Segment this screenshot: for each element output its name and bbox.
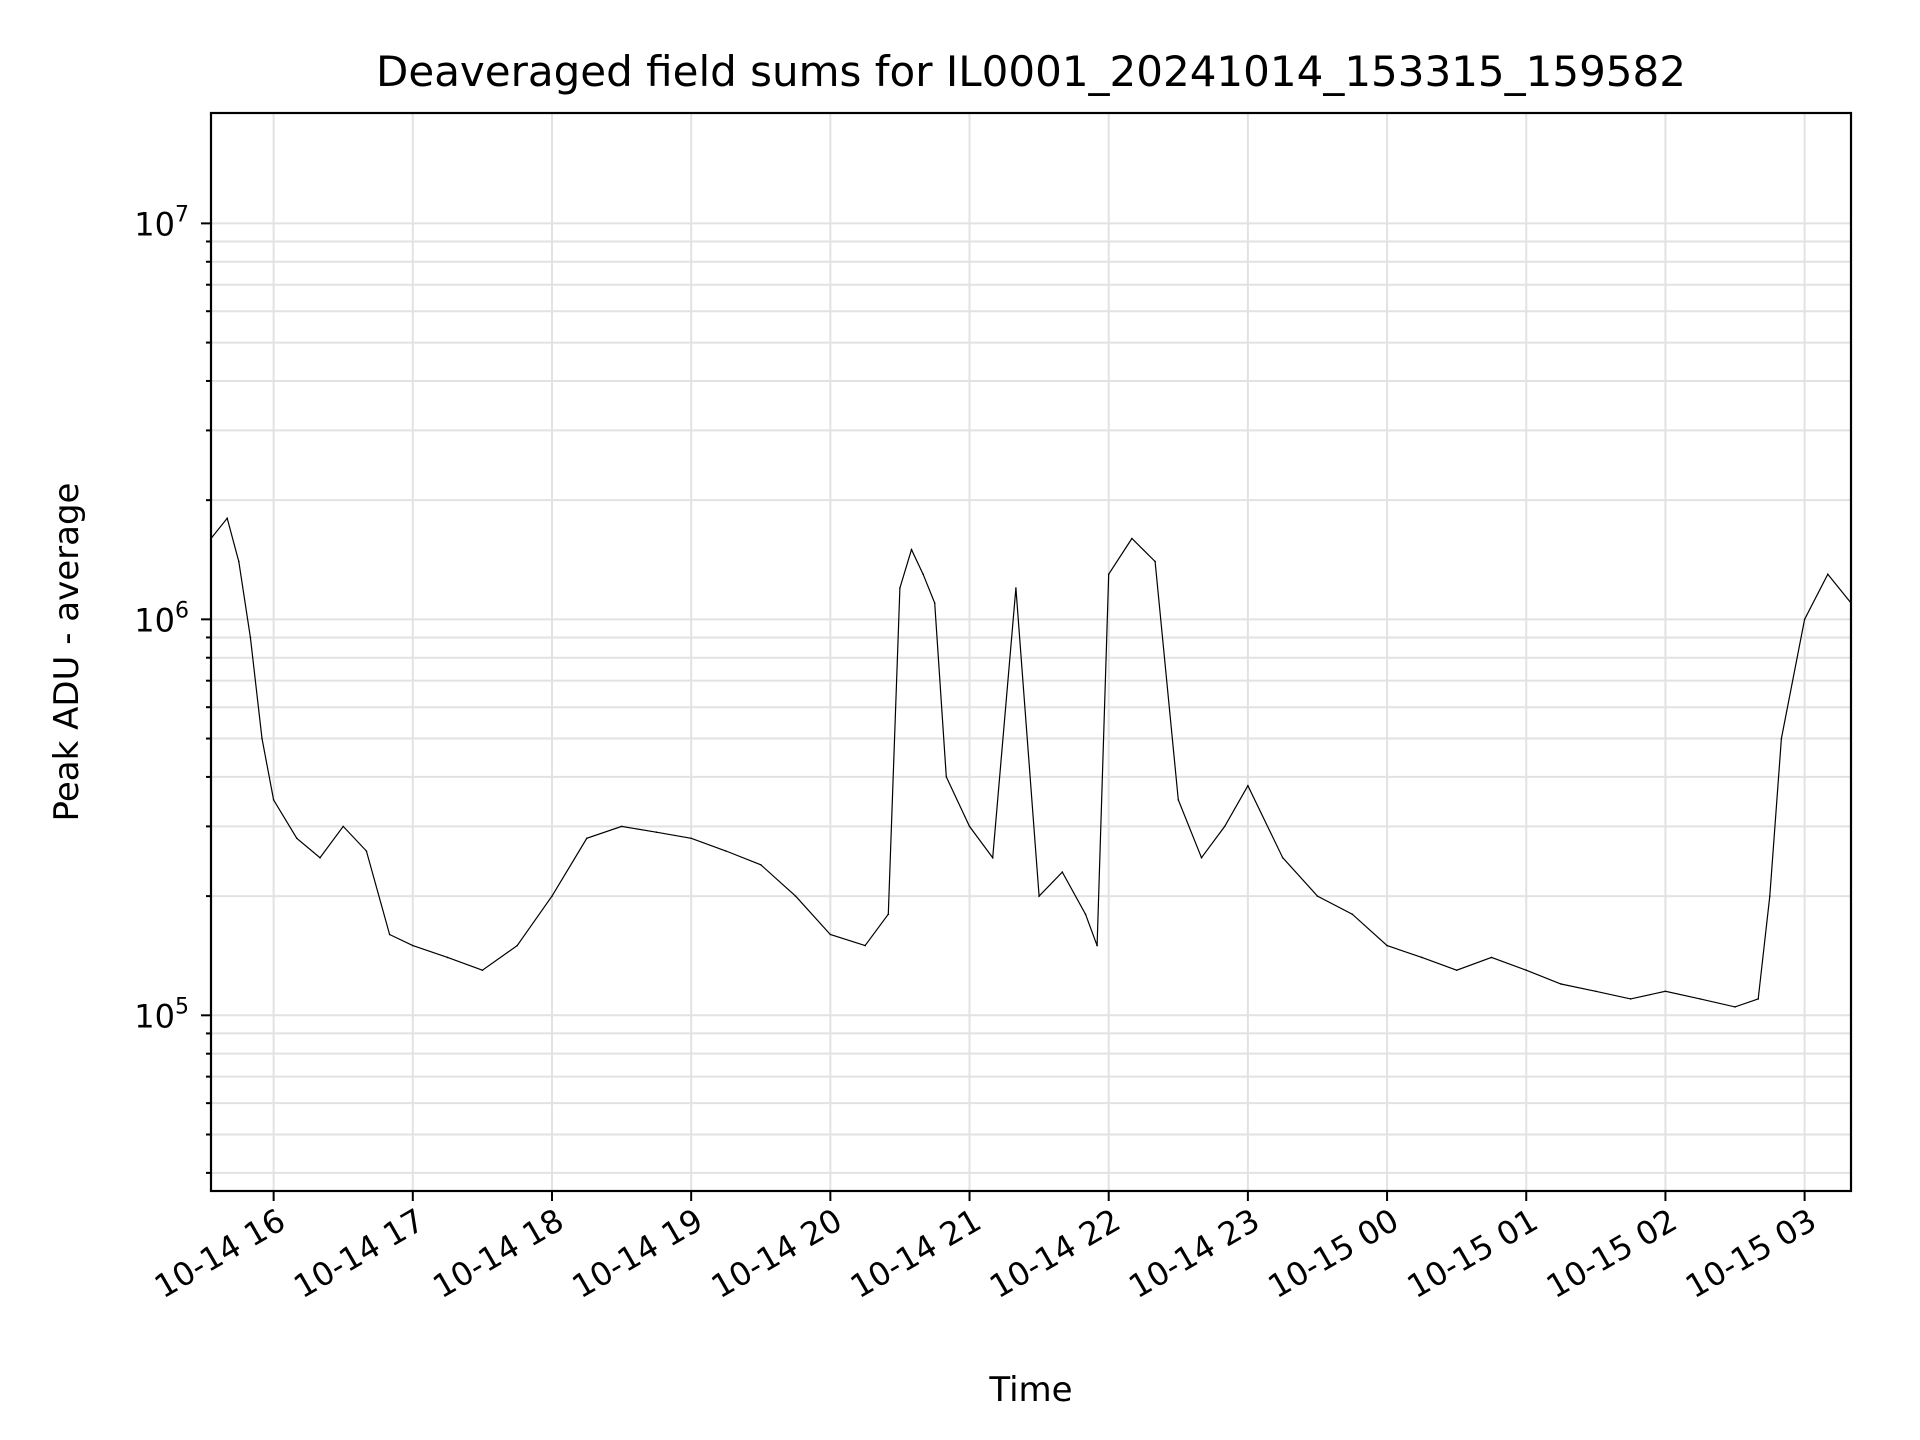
x-tick-label: 10-14 22: [983, 1201, 1127, 1306]
data-point: [829, 933, 832, 936]
x-axis-title: Time: [988, 1370, 1072, 1410]
x-tick-label: 10-14 18: [426, 1201, 570, 1306]
data-point: [1200, 856, 1203, 859]
data-point: [968, 825, 971, 828]
data-point: [319, 856, 321, 859]
data-point: [690, 837, 692, 840]
x-tick-label: 10-15 03: [1679, 1201, 1823, 1306]
data-point: [1131, 537, 1133, 540]
data-point: [1560, 983, 1562, 985]
data-point: [1734, 1006, 1736, 1008]
data-point: [1490, 956, 1493, 959]
data-point: [412, 944, 414, 947]
data-point: [1386, 944, 1388, 947]
data-point: [1757, 998, 1760, 1000]
data-point: [481, 969, 484, 971]
data-point: [899, 587, 901, 589]
y-tick-exponent: 6: [175, 598, 189, 623]
y-tick-exponent: 5: [175, 994, 189, 1019]
data-point: [1664, 990, 1667, 993]
x-tick-label: 10-14 21: [844, 1201, 988, 1306]
data-point: [1061, 871, 1064, 873]
data-point: [1154, 560, 1156, 563]
data-point: [922, 573, 924, 576]
y-tick-base: 10: [134, 997, 175, 1035]
data-point: [725, 850, 727, 852]
data-point: [551, 895, 553, 897]
data-point: [1038, 895, 1040, 897]
data-point: [261, 737, 263, 740]
data-point: [1595, 990, 1597, 993]
x-tick-label: 10-15 00: [1261, 1201, 1405, 1306]
plot-frame: [209, 111, 1853, 1193]
x-tick-label: 10-14 17: [287, 1201, 431, 1306]
x-tick-label: 10-14 16: [148, 1201, 292, 1306]
y-tick-label: 107: [134, 202, 189, 243]
data-point: [249, 636, 252, 639]
data-point: [1525, 969, 1528, 971]
data-point: [1827, 573, 1829, 576]
data-point: [864, 944, 866, 947]
data-point: [296, 837, 298, 840]
x-tick-label: 10-14 19: [566, 1201, 710, 1306]
data-point: [620, 825, 623, 828]
data-point: [388, 933, 391, 936]
chart-title: Deaveraged field sums for IL0001_2024101…: [376, 47, 1686, 96]
data-point: [1351, 913, 1354, 916]
series-line: [210, 517, 1852, 1008]
data-point: [1803, 618, 1806, 621]
data-point: [794, 895, 797, 897]
data-point: [272, 799, 275, 801]
x-tick-label: 10-14 20: [705, 1201, 849, 1306]
data-point: [759, 863, 762, 866]
data-point: [585, 837, 588, 840]
x-tick-label: 10-14 23: [1122, 1201, 1266, 1306]
x-tick-label: 10-15 02: [1540, 1201, 1684, 1306]
y-tick-exponent: 7: [175, 202, 189, 227]
data-point: [910, 548, 913, 551]
data-point: [1455, 969, 1458, 971]
data-point: [945, 776, 948, 778]
data-point: [1780, 737, 1783, 740]
data-point: [1084, 913, 1087, 916]
data-point: [655, 831, 658, 834]
y-tick-base: 10: [134, 205, 175, 243]
y-axis-title: Peak ADU - average: [47, 483, 87, 822]
data-point: [1247, 784, 1249, 787]
data-point: [933, 602, 936, 604]
x-tick-label: 10-15 01: [1401, 1201, 1545, 1306]
y-tick-base: 10: [134, 601, 175, 639]
data-point: [1316, 895, 1319, 897]
y-tick-label: 105: [134, 994, 189, 1035]
data-point: [446, 956, 449, 959]
series-layer: [210, 517, 1852, 1008]
data-point: [516, 944, 518, 947]
data-point: [1699, 998, 1702, 1000]
data-point: [1015, 587, 1017, 589]
data-point: [226, 517, 229, 520]
data-point: [1223, 825, 1226, 828]
data-point: [1096, 944, 1098, 947]
data-point: [887, 913, 890, 916]
y-tick-label: 106: [134, 598, 189, 639]
data-point: [342, 825, 345, 828]
data-point: [1421, 956, 1423, 959]
data-point: [1629, 998, 1632, 1000]
data-point: [991, 856, 994, 859]
data-point: [1177, 799, 1180, 801]
data-point: [1769, 895, 1771, 897]
data-point: [1107, 573, 1110, 576]
data-point: [365, 850, 368, 852]
data-point: [238, 560, 240, 563]
grid: [211, 113, 1851, 1191]
data-point: [1281, 856, 1284, 859]
